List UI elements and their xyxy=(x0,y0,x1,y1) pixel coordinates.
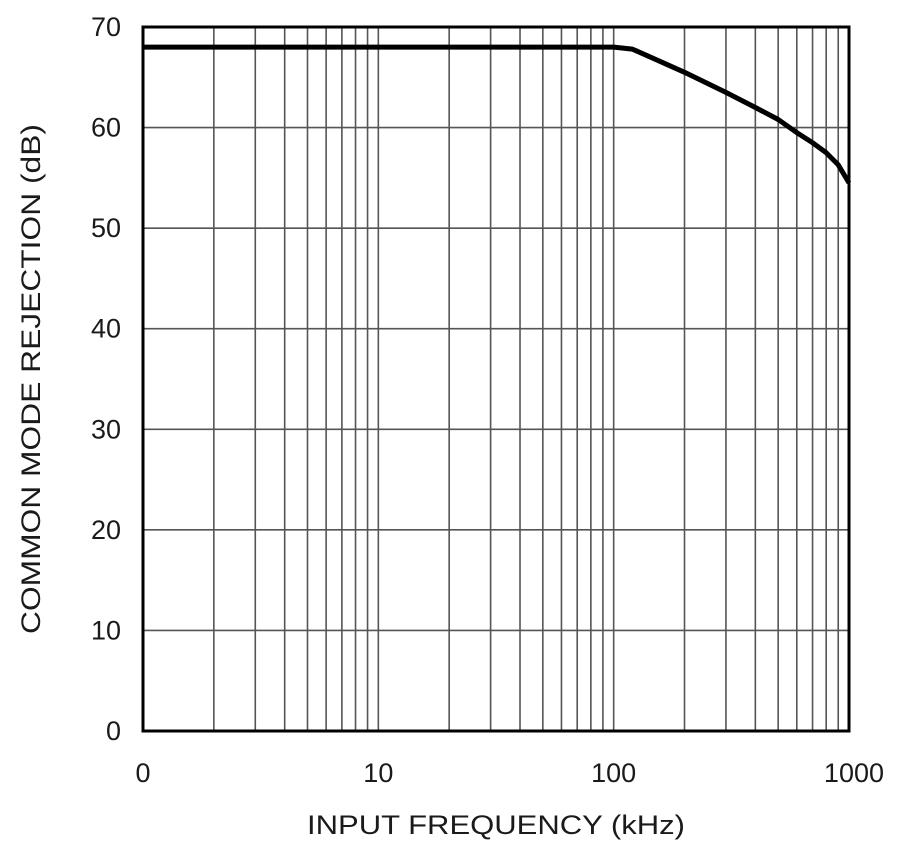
x-axis-title: INPUT FREQUENCY (kHz) xyxy=(307,810,685,840)
series-line-1 xyxy=(143,44,852,185)
y-tick-label: 40 xyxy=(91,314,121,344)
x-tick-label: 0 xyxy=(135,758,150,788)
y-tick-label: 20 xyxy=(91,515,121,545)
y-tick-label: 50 xyxy=(91,213,121,243)
y-tick-label: 60 xyxy=(91,113,121,143)
x-tick-label: 10 xyxy=(363,758,393,788)
y-tick-label: 10 xyxy=(91,615,121,645)
y-tick-label: 30 xyxy=(91,414,121,444)
x-tick-label: 100 xyxy=(591,758,636,788)
y-tick-label: 70 xyxy=(91,12,121,42)
x-tick-labels: 0 10 100 1000 xyxy=(135,758,884,788)
grid xyxy=(142,26,850,732)
x-tick-label: 1000 xyxy=(824,758,884,788)
y-axis-title: COMMON MODE REJECTION (dB) xyxy=(16,124,46,634)
y-tick-label: 0 xyxy=(106,716,121,746)
plot-frame xyxy=(141,25,851,733)
series-layer xyxy=(143,44,852,185)
y-tick-labels: 0 10 20 30 40 50 60 70 xyxy=(91,12,121,746)
